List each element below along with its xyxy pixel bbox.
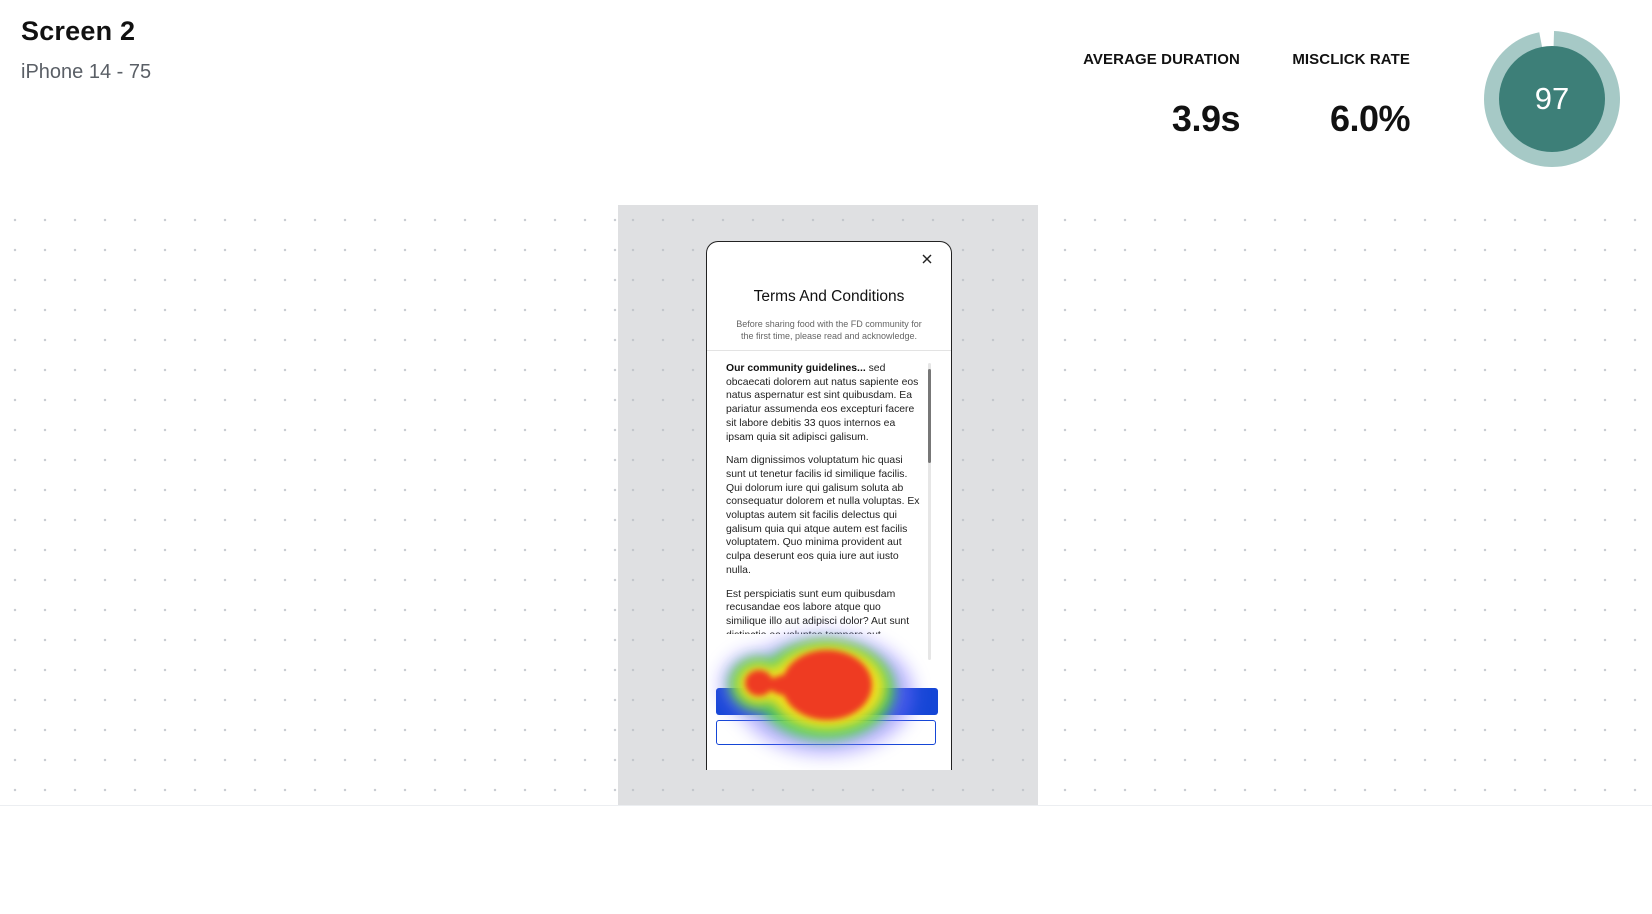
- terms-paragraph-2: Nam dignissimos voluptatum hic quasi sun…: [726, 455, 920, 576]
- misclick-rate-value: 6.0%: [1329, 98, 1411, 139]
- scrollbar-track[interactable]: [928, 363, 931, 660]
- screen-title: Screen 2: [21, 16, 136, 46]
- decline-button[interactable]: [716, 720, 936, 745]
- screen-header: Screen 2 iPhone 14 - 75 AVERAGE DURATION…: [0, 0, 1652, 190]
- terms-paragraph-1: Our community guidelines... sed obcaecat…: [726, 362, 921, 444]
- terms-intro-text: sed obcaecati dolorem aut natus sapiente…: [726, 363, 919, 443]
- phone-screen: Terms And Conditions Before sharing food…: [706, 241, 952, 770]
- avg-duration-value: 3.9s: [1171, 98, 1241, 139]
- modal-title: Terms And Conditions: [753, 288, 905, 305]
- modal-description: Before sharing food with the FD communit…: [736, 319, 922, 341]
- score-disc: [1499, 46, 1605, 152]
- terms-paragraph-3: Est perspiciatis sunt eum quibusdam recu…: [726, 588, 910, 634]
- scrollbar-thumb[interactable]: [928, 369, 931, 463]
- close-icon[interactable]: [919, 251, 935, 267]
- usability-score-ring: 97: [1484, 31, 1620, 167]
- canvas-divider: [0, 805, 1652, 806]
- modal-divider: [707, 350, 951, 351]
- accept-button[interactable]: [716, 688, 938, 715]
- device-label: iPhone 14 - 75: [21, 61, 152, 83]
- terms-content[interactable]: Our community guidelines... sed obcaecat…: [726, 362, 921, 634]
- terms-intro-bold: Our community guidelines...: [726, 363, 866, 374]
- usability-score-value: 97: [1534, 81, 1570, 116]
- avg-duration-label: AVERAGE DURATION: [1083, 51, 1240, 68]
- misclick-rate-label: MISCLICK RATE: [1292, 51, 1410, 68]
